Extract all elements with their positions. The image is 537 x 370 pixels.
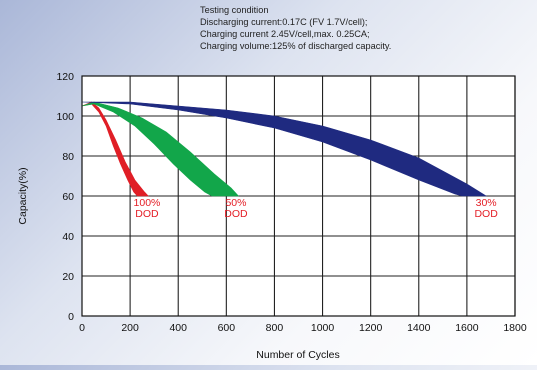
y-axis-title: Capacity(%) [17, 167, 29, 224]
x-tick-label: 200 [121, 322, 139, 334]
testing-condition-notes: Testing condition Discharging current:0.… [200, 5, 391, 51]
y-tick-label: 40 [62, 231, 74, 243]
x-tick-label: 1600 [455, 322, 479, 334]
x-tick-label: 600 [218, 322, 236, 334]
notes-line-2: Charging current 2.45V/cell,max. 0.25CA; [200, 29, 370, 39]
x-tick-label: 1800 [503, 322, 527, 334]
band-label-pct: 30% [476, 197, 497, 209]
capacity-bands [81, 101, 488, 197]
axis-ticks: 0 200 400 600 800 1000 1200 1400 1600 1800 0 20 40 60… [56, 71, 526, 334]
band-label-dod: DOD [135, 208, 159, 220]
y-tick-label: 100 [56, 111, 74, 123]
x-tick-label: 800 [266, 322, 284, 334]
band-50-dod [81, 101, 240, 197]
y-tick-label: 120 [56, 71, 74, 83]
notes-line-1: Discharging current:0.17C (FV 1.7V/cell)… [200, 17, 367, 27]
band-100-dod [81, 101, 149, 197]
x-tick-label: 1000 [311, 322, 335, 334]
x-axis-title: Number of Cycles [256, 349, 339, 361]
x-tick-label: 1400 [407, 322, 431, 334]
y-tick-label: 60 [62, 191, 74, 203]
x-tick-label: 1200 [359, 322, 383, 334]
x-tick-label: 400 [169, 322, 187, 334]
notes-line-3: Charging volume:125% of discharged capac… [200, 41, 391, 51]
band-label-pct: 100% [134, 197, 161, 209]
band-30-dod [81, 101, 488, 197]
band-label-pct: 50% [225, 197, 246, 209]
band-label-dod: DOD [474, 208, 498, 220]
y-tick-label: 80 [62, 151, 74, 163]
x-tick-label: 0 [79, 322, 85, 334]
plot-frame [81, 75, 516, 317]
y-tick-label: 20 [62, 271, 74, 283]
band-label-dod: DOD [224, 208, 248, 220]
notes-title: Testing condition [200, 5, 268, 15]
y-tick-label: 0 [68, 311, 74, 323]
